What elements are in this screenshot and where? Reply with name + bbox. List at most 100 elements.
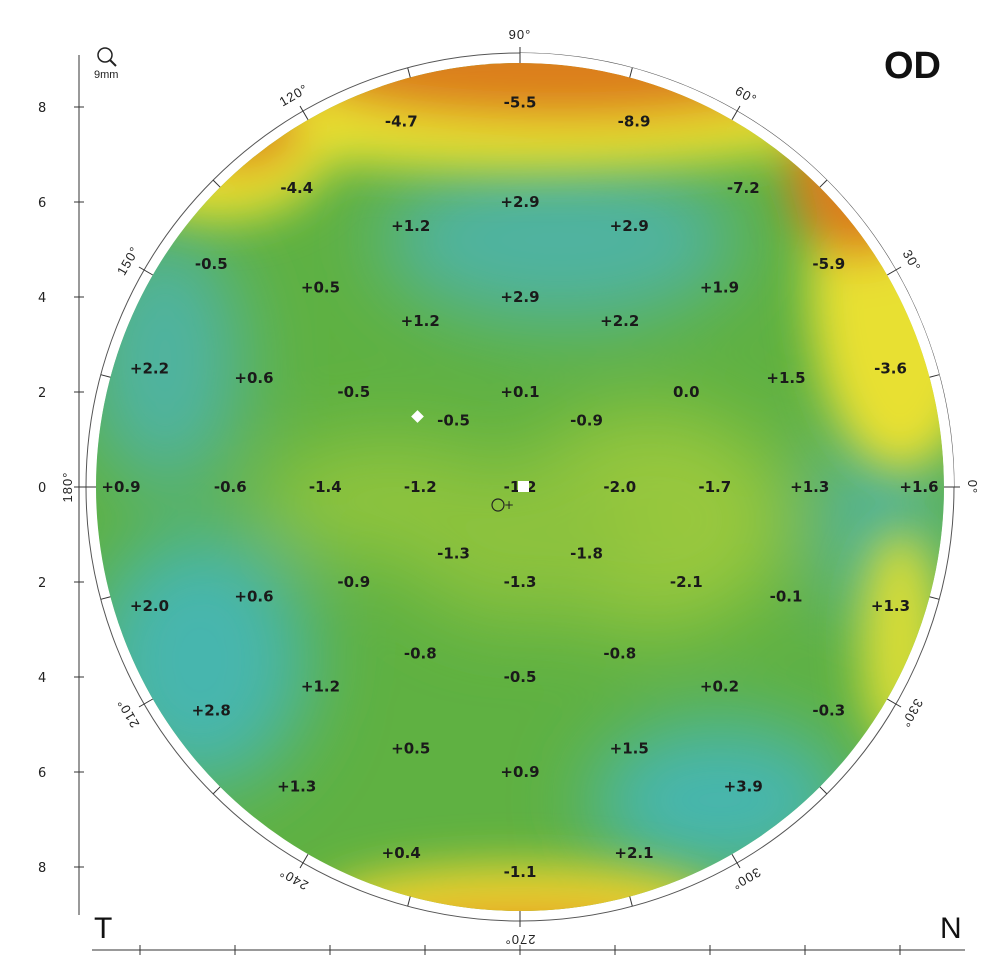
degree-label: 180° [60,472,75,503]
ring-tick [629,896,633,907]
degree-label: 300° [729,865,763,893]
value-label: +0.9 [101,478,140,496]
y-tick-label: 6 [38,196,46,211]
value-label: -4.4 [280,179,313,197]
value-label: -2.0 [603,478,636,496]
ring-tick [100,374,111,378]
degree-label: 270° [505,932,536,947]
temporal-label: T [94,912,112,945]
ring-tick [138,698,154,708]
value-label: -0.9 [337,573,370,591]
value-label: -0.9 [570,412,603,430]
value-label: +2.1 [614,844,653,862]
value-label: +0.2 [700,678,739,696]
value-label: +3.9 [724,777,763,795]
ring-tick [299,105,309,121]
ring-tick [407,67,411,78]
value-label: -1.3 [504,573,537,591]
y-tick-label: 2 [38,386,46,401]
nasal-label: N [940,912,962,945]
y-tick-label: 2 [38,576,46,591]
ring-tick [929,596,940,600]
eye-label: OD [884,45,941,87]
ring-tick [929,374,940,378]
ring-tick [629,67,633,78]
value-label: +2.2 [600,312,639,330]
value-label: +1.3 [277,777,316,795]
ring-tick [731,853,741,869]
value-label: +0.9 [500,763,539,781]
value-label: +2.2 [130,359,169,377]
degree-label: 330° [898,696,926,730]
degree-label: 60° [733,83,760,107]
ring-tick [100,596,111,600]
value-label: -1.8 [570,545,603,563]
value-label: -0.1 [770,587,803,605]
ring-tick [886,698,902,708]
value-label: -1.1 [504,863,537,881]
value-labels: -5.5 -4.7 -8.9 -4.4 -7.2 +1.2 +2.9 +2.9 -0.5 -5.9… [101,93,938,881]
ring-tick [138,266,154,276]
value-label: -0.5 [337,383,370,401]
y-tick-label: 8 [38,101,46,116]
value-label: -0.5 [437,412,470,430]
value-label: -2.1 [670,573,703,591]
value-label: -5.9 [812,255,845,273]
value-label: -0.5 [195,255,228,273]
ring-tick [886,266,902,276]
pupil-center-plus: + [504,498,514,512]
degree-label: 90° [509,27,532,42]
y-tick-label: 8 [38,861,46,876]
value-label: +0.1 [500,383,539,401]
y-tick-label: 0 [38,481,46,496]
degree-label: 150° [114,244,142,278]
y-tick-label: 4 [38,671,46,686]
ring-tick [212,786,221,795]
value-label: +0.5 [391,739,430,757]
value-label: +1.9 [700,279,739,297]
value-label: +1.2 [391,217,430,235]
value-label: -0.8 [404,644,437,662]
value-label: -1.4 [309,478,342,496]
value-label: -0.8 [603,644,636,662]
value-label: -0.5 [504,668,537,686]
y-tick-label: 4 [38,291,46,306]
degree-ring: 0° 30° 60° 90° 120° 150° 180° 210° 240° 270° 300° 3… [60,27,980,947]
x-axis-ticks [139,945,901,955]
value-label: +1.6 [899,478,938,496]
scale-label: 9mm [94,69,118,81]
ring-tick [819,786,828,795]
value-label: +0.4 [382,844,421,862]
pupil-marker [411,410,424,423]
ring-tick [731,105,741,121]
value-label: -4.7 [385,112,418,130]
y-tick-label: 6 [38,766,46,781]
value-label: +2.8 [192,701,231,719]
value-label: +1.2 [301,678,340,696]
ring-tick [819,179,828,188]
ring-tick [212,179,221,188]
value-label: +1.5 [766,369,805,387]
value-label: -5.5 [504,93,537,111]
degree-label: 240° [277,865,311,893]
value-label: 0.0 [673,383,700,401]
degree-label: 0° [965,480,980,494]
value-label: +1.3 [790,478,829,496]
value-label: -3.6 [874,359,907,377]
ring-tick [299,853,309,869]
vertex-marker [518,481,529,492]
magnifier-icon[interactable] [97,47,117,67]
value-label: +0.6 [234,587,273,605]
value-label: +2.9 [610,217,649,235]
pupil-center-circle [491,498,505,512]
value-label: -0.3 [812,701,845,719]
value-label: +2.9 [500,288,539,306]
value-label: +2.9 [500,193,539,211]
degree-label: 210° [114,696,142,730]
value-label: -7.2 [727,179,760,197]
value-label: -0.6 [214,478,247,496]
value-label: -1.7 [698,478,731,496]
value-label: +1.2 [401,312,440,330]
value-label: +2.0 [130,597,169,615]
value-label: +0.5 [301,279,340,297]
